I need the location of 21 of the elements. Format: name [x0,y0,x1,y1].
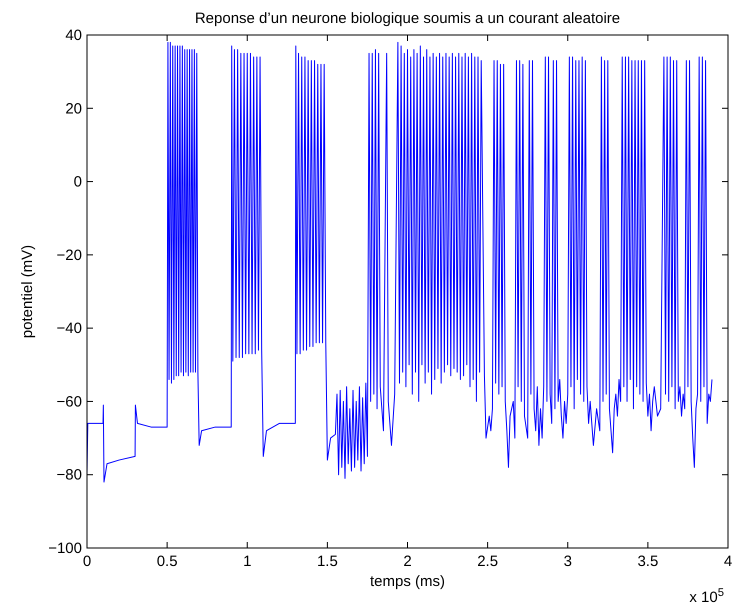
text: x 10$^{5}$ [689,587,724,606]
x-tick-label: 2 [403,553,412,570]
y-tick-label: −60 [56,393,82,410]
y-tick-label: 0 [74,174,82,191]
x-axis-title: temps (ms) [370,573,446,590]
y-tick-label: 40 [65,27,82,44]
y-tick-label: −80 [56,466,82,484]
y-tick-label: 20 [65,100,82,118]
x-tick-label: 1 [243,553,252,570]
x-tick-label: 2.5 [477,553,498,570]
x-tick-label: 0.5 [156,553,178,570]
y-tick-label: −100 [48,540,82,557]
y-tick-label: −40 [56,320,82,338]
x-tick-label: 3 [564,553,572,570]
x-tick-label: 3.5 [637,553,658,570]
x-tick-label: 4 [724,553,732,570]
y-axis-title: potentiel (mV) [19,244,36,338]
x-tick-label: 1.5 [316,553,338,570]
line-series [86,42,712,483]
y-tick-label: −20 [56,246,82,264]
chart-title: Reponse d’un neurone biologique soumis a un courant aleatoire [194,10,620,27]
